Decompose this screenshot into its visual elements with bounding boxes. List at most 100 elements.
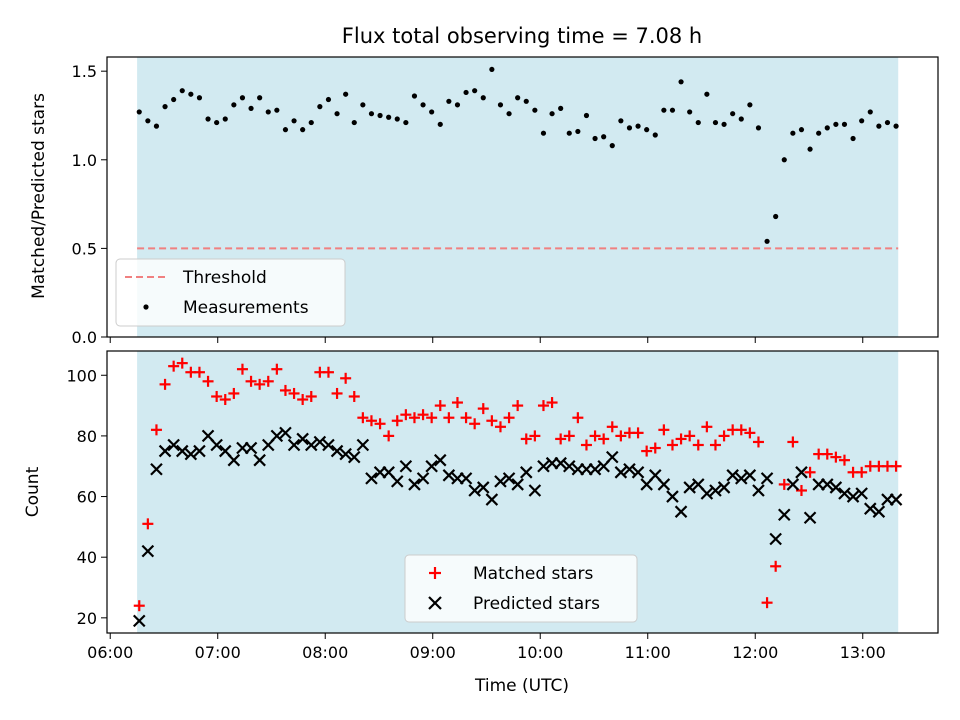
measurement-point [626, 125, 633, 131]
y-tick-label: 0.0 [72, 328, 97, 347]
measurement-point [386, 114, 392, 120]
matched-star-point [426, 412, 438, 424]
measurement-point [231, 102, 237, 108]
measurement-point [317, 104, 323, 110]
measurement-point [334, 111, 340, 117]
measurement-point [816, 130, 822, 136]
matched-star-point [572, 412, 584, 424]
predicted-star-point [889, 493, 903, 506]
x-tick-label: 10:00 [517, 643, 563, 662]
measurement-point [429, 109, 435, 115]
matched-star-point [641, 445, 653, 457]
bottom-legend: Matched stars Predicted stars [404, 554, 638, 623]
measurement-point [798, 127, 805, 133]
measurement-point [523, 98, 529, 104]
predicted-star-point [700, 487, 714, 500]
measurement-point [566, 130, 572, 136]
measurement-point [136, 109, 142, 115]
predicted-star-point [657, 478, 671, 491]
matched-star-point [684, 430, 696, 442]
predicted-star-point [339, 447, 352, 461]
measurement-point [669, 107, 676, 113]
predicted-star-point [330, 444, 344, 458]
measurement-point [171, 96, 177, 103]
matched-star-point [340, 372, 352, 384]
matched-star-point [460, 412, 472, 424]
matched-star-point [219, 394, 231, 406]
matched-star-point [365, 415, 377, 427]
matched-star-point [520, 433, 532, 445]
measurement-point [876, 123, 882, 129]
matched-star-point [770, 560, 782, 572]
matched-star-point [228, 387, 240, 399]
legend-matched-label: Matched stars [473, 564, 593, 584]
matched-star-point [615, 430, 627, 442]
top-axes-frame [106, 56, 939, 338]
matched-star-point [374, 418, 386, 430]
measurement-point [188, 91, 194, 97]
matched-star-point [830, 451, 842, 463]
matched-star-point [254, 378, 266, 390]
measurement-point [291, 118, 297, 124]
y-tick-label: 80 [77, 427, 97, 446]
matched-star-point [469, 418, 481, 430]
measurement-point [618, 118, 624, 124]
predicted-star-point [193, 444, 206, 458]
matched-star-point [589, 430, 601, 442]
y-tick-label: 60 [77, 488, 97, 507]
matched-star-point [537, 400, 549, 412]
bottom-y-ticks: 20 40 60 80 100 [66, 366, 107, 628]
predicted-star-point [554, 456, 567, 470]
measurement-point [196, 95, 203, 101]
measurement-point [403, 119, 409, 126]
measurement-point [437, 121, 443, 127]
predicted-star-point [726, 469, 739, 482]
x-tick-label: 07:00 [195, 643, 241, 662]
measurement-point [661, 107, 667, 113]
x-tick-label: 13:00 [840, 643, 886, 662]
measurement-point [506, 111, 512, 117]
predicted-star-point [184, 447, 198, 461]
measurement-point [325, 96, 332, 103]
measurement-point [454, 102, 461, 108]
measurement-point [730, 111, 736, 117]
chart-title: Flux total observing time = 7.08 h [342, 24, 702, 48]
measurement-point [179, 88, 185, 94]
measurement-point [394, 116, 400, 122]
predicted-star-point [631, 466, 645, 479]
matched-star-point [193, 366, 205, 378]
predicted-star-point [537, 459, 550, 473]
matched-star-point [632, 427, 644, 439]
measurement-point [248, 105, 254, 111]
measurement-point [153, 123, 160, 129]
matched-star-point [271, 363, 283, 375]
measurement-point [480, 95, 486, 101]
y-tick-label: 20 [77, 609, 97, 628]
predicted-star-point [459, 472, 473, 485]
predicted-star-point [253, 453, 266, 467]
matched-star-point [159, 378, 171, 390]
matched-star-point [666, 439, 678, 451]
measurement-point [884, 119, 891, 126]
matched-star-point [718, 430, 730, 442]
measurement-point [265, 109, 271, 115]
predicted-star-point [485, 493, 499, 506]
matched-star-point [383, 430, 395, 442]
matched-star-point [761, 597, 773, 609]
matched-star-point [150, 424, 162, 436]
measurement-point [489, 66, 495, 73]
matched-star-point [709, 439, 721, 451]
measurement-point [575, 128, 581, 135]
count-panel: 20 40 60 80 100 06:00 07:00 08:00 09:00 10:00 11:… [23, 350, 939, 696]
matched-star-point [692, 439, 704, 451]
predicted-star-point [416, 472, 430, 485]
y-tick-label: 40 [77, 548, 97, 567]
predicted-star-point [820, 478, 834, 491]
measurement-point [239, 95, 246, 101]
predicted-star-point [399, 459, 413, 473]
predicted-star-point [511, 478, 524, 491]
matched-star-point [348, 390, 360, 402]
matched-star-point [236, 363, 248, 375]
